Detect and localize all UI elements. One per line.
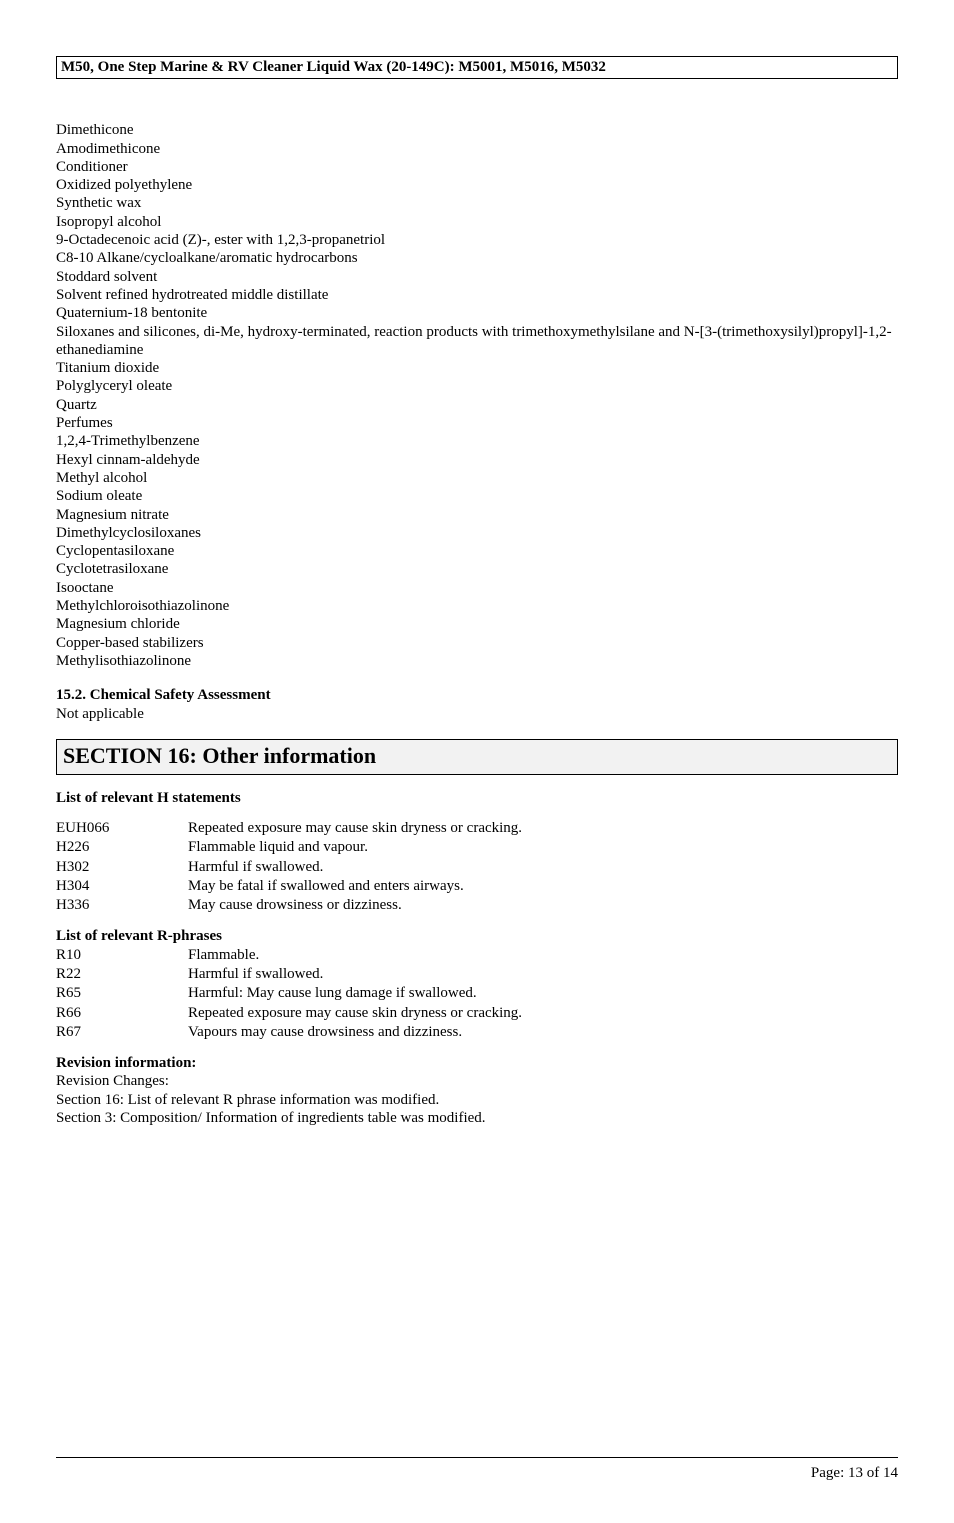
r-code: R22 (56, 965, 188, 984)
product-title-box: M50, One Step Marine & RV Cleaner Liquid… (56, 56, 898, 79)
section-16-box: SECTION 16: Other information (56, 739, 898, 775)
page-number: Page: 13 of 14 (56, 1464, 898, 1482)
h-text: Repeated exposure may cause skin dryness… (188, 819, 522, 838)
ingredient-item: Magnesium chloride (56, 615, 898, 633)
chem-safety-value: Not applicable (56, 705, 898, 723)
h-statements-title: List of relevant H statements (56, 789, 898, 807)
ingredient-item: Methylchloroisothiazolinone (56, 597, 898, 615)
ingredient-item: Amodimethicone (56, 140, 898, 158)
table-row: H304May be fatal if swallowed and enters… (56, 877, 522, 896)
ingredient-item: Quartz (56, 396, 898, 414)
ingredient-item: Copper-based stabilizers (56, 634, 898, 652)
h-code: H304 (56, 877, 188, 896)
ingredient-item: Titanium dioxide (56, 359, 898, 377)
ingredient-item: C8-10 Alkane/cycloalkane/aromatic hydroc… (56, 249, 898, 267)
ingredient-item: Cyclotetrasiloxane (56, 560, 898, 578)
r-text: Vapours may cause drowsiness and dizzine… (188, 1023, 522, 1042)
r-phrases-title: List of relevant R-phrases (56, 927, 898, 945)
table-row: H336May cause drowsiness or dizziness. (56, 896, 522, 915)
ingredient-item: Stoddard solvent (56, 268, 898, 286)
ingredient-item: Cyclopentasiloxane (56, 542, 898, 560)
h-statements-table: EUH066Repeated exposure may cause skin d… (56, 819, 522, 915)
ingredient-item: Sodium oleate (56, 487, 898, 505)
chem-safety-title: 15.2. Chemical Safety Assessment (56, 686, 898, 704)
table-row: R10Flammable. (56, 946, 522, 965)
table-row: H226Flammable liquid and vapour. (56, 838, 522, 857)
ingredient-item: 9-Octadecenoic acid (Z)-, ester with 1,2… (56, 231, 898, 249)
r-text: Harmful if swallowed. (188, 965, 522, 984)
r-text: Harmful: May cause lung damage if swallo… (188, 984, 522, 1003)
r-phrases-table: R10Flammable. R22Harmful if swallowed. R… (56, 946, 522, 1042)
ingredient-item: Oxidized polyethylene (56, 176, 898, 194)
table-row: R66Repeated exposure may cause skin dryn… (56, 1004, 522, 1023)
ingredient-item: Methyl alcohol (56, 469, 898, 487)
h-text: Flammable liquid and vapour. (188, 838, 522, 857)
ingredient-item: Siloxanes and silicones, di-Me, hydroxy-… (56, 323, 898, 360)
table-row: R67Vapours may cause drowsiness and dizz… (56, 1023, 522, 1042)
r-text: Repeated exposure may cause skin dryness… (188, 1004, 522, 1023)
revision-line: Section 3: Composition/ Information of i… (56, 1109, 898, 1127)
revision-info-title: Revision information: (56, 1054, 898, 1072)
h-text: May be fatal if swallowed and enters air… (188, 877, 522, 896)
h-code: EUH066 (56, 819, 188, 838)
ingredient-item: Isooctane (56, 579, 898, 597)
ingredient-list: Dimethicone Amodimethicone Conditioner O… (56, 121, 898, 670)
h-code: H226 (56, 838, 188, 857)
ingredient-item: Methylisothiazolinone (56, 652, 898, 670)
table-row: R22Harmful if swallowed. (56, 965, 522, 984)
revision-line: Section 16: List of relevant R phrase in… (56, 1091, 898, 1109)
ingredient-item: Synthetic wax (56, 194, 898, 212)
ingredient-item: Polyglyceryl oleate (56, 377, 898, 395)
h-text: Harmful if swallowed. (188, 858, 522, 877)
r-code: R66 (56, 1004, 188, 1023)
h-code: H336 (56, 896, 188, 915)
ingredient-item: Hexyl cinnam-aldehyde (56, 451, 898, 469)
section-16-title: SECTION 16: Other information (63, 743, 891, 770)
table-row: H302Harmful if swallowed. (56, 858, 522, 877)
ingredient-item: Dimethylcyclosiloxanes (56, 524, 898, 542)
r-code: R67 (56, 1023, 188, 1042)
h-code: H302 (56, 858, 188, 877)
ingredient-item: Conditioner (56, 158, 898, 176)
ingredient-item: Isopropyl alcohol (56, 213, 898, 231)
ingredient-item: Quaternium-18 bentonite (56, 304, 898, 322)
ingredient-item: 1,2,4-Trimethylbenzene (56, 432, 898, 450)
r-code: R65 (56, 984, 188, 1003)
product-title: M50, One Step Marine & RV Cleaner Liquid… (61, 59, 606, 75)
revision-line: Revision Changes: (56, 1072, 898, 1090)
table-row: EUH066Repeated exposure may cause skin d… (56, 819, 522, 838)
r-text: Flammable. (188, 946, 522, 965)
page-footer: Page: 13 of 14 (56, 1457, 898, 1482)
table-row: R65Harmful: May cause lung damage if swa… (56, 984, 522, 1003)
h-text: May cause drowsiness or dizziness. (188, 896, 522, 915)
r-code: R10 (56, 946, 188, 965)
ingredient-item: Perfumes (56, 414, 898, 432)
footer-rule (56, 1457, 898, 1458)
ingredient-item: Dimethicone (56, 121, 898, 139)
ingredient-item: Magnesium nitrate (56, 506, 898, 524)
ingredient-item: Solvent refined hydrotreated middle dist… (56, 286, 898, 304)
